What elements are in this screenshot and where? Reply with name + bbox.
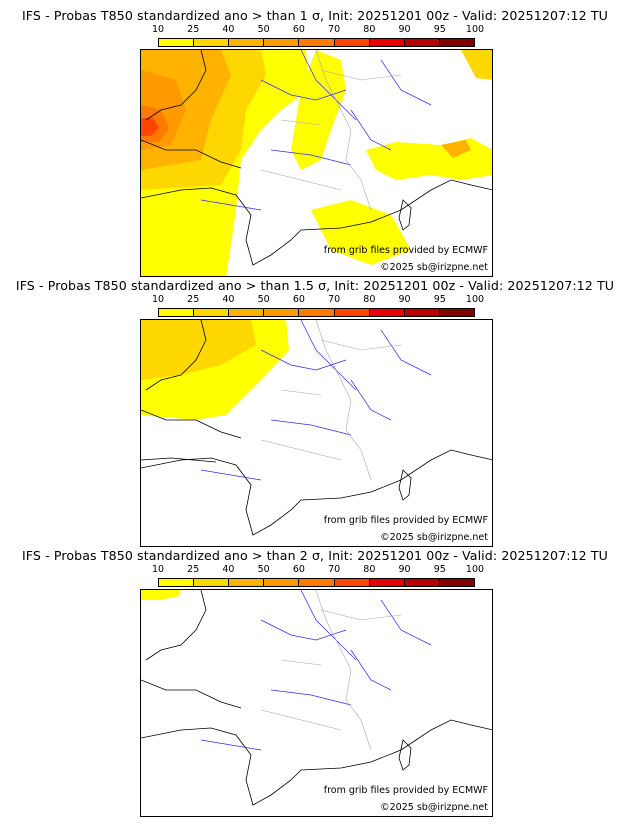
colorbar-tick-label: 40 bbox=[222, 564, 235, 575]
probability-map: from grib files provided by ECMWF ©2025 … bbox=[140, 49, 493, 277]
colorbar-tick-label: 70 bbox=[328, 564, 341, 575]
colorbar bbox=[158, 578, 475, 587]
colorbar-tick-label: 60 bbox=[292, 294, 305, 305]
colorbar-ticks: 10 25 40 50 60 70 80 90 95 100 bbox=[152, 294, 484, 306]
colorbar-segment bbox=[369, 579, 405, 586]
colorbar-tick-label: 10 bbox=[151, 294, 165, 305]
colorbar-tick-label: 80 bbox=[363, 24, 376, 35]
colorbar-ticks: 10 25 40 50 60 70 80 90 95 100 bbox=[152, 24, 484, 36]
colorbar-tick-label: 90 bbox=[398, 294, 411, 305]
colorbar-segment bbox=[369, 309, 405, 316]
colorbar-segment bbox=[194, 579, 230, 586]
probability-map: from grib files provided by ECMWF ©2025 … bbox=[140, 589, 493, 817]
colorbar-segment bbox=[299, 579, 335, 586]
map-panel-3: IFS - Probas T850 standardized ano > tha… bbox=[0, 540, 630, 817]
colorbar-segment bbox=[159, 579, 195, 586]
colorbar-tick-label: 90 bbox=[398, 24, 411, 35]
colorbar-tick-label: 60 bbox=[292, 24, 305, 35]
colorbar bbox=[158, 38, 475, 47]
source-credit: from grib files provided by ECMWF bbox=[323, 245, 488, 256]
colorbar-segment bbox=[439, 39, 474, 46]
source-credit: from grib files provided by ECMWF bbox=[323, 785, 488, 796]
colorbar-segment bbox=[299, 39, 335, 46]
colorbar-segment bbox=[299, 309, 335, 316]
colorbar bbox=[158, 308, 475, 317]
colorbar-segment bbox=[194, 39, 230, 46]
colorbar-segment bbox=[404, 579, 440, 586]
colorbar-tick-label: 25 bbox=[187, 24, 200, 35]
panel-title: IFS - Probas T850 standardized ano > tha… bbox=[15, 278, 615, 293]
colorbar-tick-label: 90 bbox=[398, 564, 411, 575]
colorbar-tick-label: 80 bbox=[363, 564, 376, 575]
colorbar-segment bbox=[439, 579, 474, 586]
copyright-credit: ©2025 sb@irizpne.net bbox=[380, 802, 488, 813]
colorbar-tick-label: 95 bbox=[433, 564, 446, 575]
colorbar-tick-label: 100 bbox=[465, 564, 485, 575]
colorbar-segment bbox=[404, 309, 440, 316]
colorbar-segment bbox=[334, 39, 370, 46]
probability-map: from grib files provided by ECMWF ©2025 … bbox=[140, 319, 493, 547]
colorbar-segment bbox=[229, 309, 265, 316]
colorbar-segment bbox=[159, 39, 195, 46]
colorbar-tick-label: 100 bbox=[465, 24, 485, 35]
colorbar-tick-label: 70 bbox=[328, 294, 341, 305]
colorbar-tick-label: 25 bbox=[187, 294, 200, 305]
map-panel-1: IFS - Probas T850 standardized ano > tha… bbox=[0, 0, 630, 277]
panel-title: IFS - Probas T850 standardized ano > tha… bbox=[21, 8, 608, 23]
colorbar-segment bbox=[264, 309, 300, 316]
colorbar-tick-label: 50 bbox=[257, 564, 270, 575]
colorbar-segment bbox=[229, 579, 265, 586]
colorbar-tick-label: 50 bbox=[257, 24, 270, 35]
colorbar-tick-label: 100 bbox=[465, 294, 485, 305]
colorbar-ticks: 10 25 40 50 60 70 80 90 95 100 bbox=[152, 564, 484, 576]
colorbar-segment bbox=[369, 39, 405, 46]
copyright-credit: ©2025 sb@irizpne.net bbox=[380, 262, 488, 273]
colorbar-tick-label: 80 bbox=[363, 294, 376, 305]
colorbar-tick-label: 60 bbox=[292, 564, 305, 575]
copyright-credit: ©2025 sb@irizpne.net bbox=[380, 532, 488, 543]
colorbar-tick-label: 95 bbox=[433, 294, 446, 305]
colorbar-segment bbox=[194, 309, 230, 316]
colorbar-segment bbox=[229, 39, 265, 46]
colorbar-tick-label: 40 bbox=[222, 24, 235, 35]
colorbar-tick-label: 10 bbox=[151, 24, 165, 35]
colorbar-segment bbox=[334, 579, 370, 586]
source-credit: from grib files provided by ECMWF bbox=[323, 515, 488, 526]
colorbar-tick-label: 10 bbox=[151, 564, 165, 575]
colorbar-tick-label: 95 bbox=[433, 24, 446, 35]
colorbar-tick-label: 70 bbox=[328, 24, 341, 35]
colorbar-segment bbox=[159, 309, 195, 316]
colorbar-segment bbox=[264, 39, 300, 46]
colorbar-segment bbox=[404, 39, 440, 46]
colorbar-segment bbox=[439, 309, 474, 316]
panel-title: IFS - Probas T850 standardized ano > tha… bbox=[21, 548, 608, 563]
colorbar-tick-label: 40 bbox=[222, 294, 235, 305]
colorbar-tick-label: 50 bbox=[257, 294, 270, 305]
colorbar-segment bbox=[264, 579, 300, 586]
colorbar-segment bbox=[334, 309, 370, 316]
map-panel-2: IFS - Probas T850 standardized ano > tha… bbox=[0, 270, 630, 547]
colorbar-tick-label: 25 bbox=[187, 564, 200, 575]
